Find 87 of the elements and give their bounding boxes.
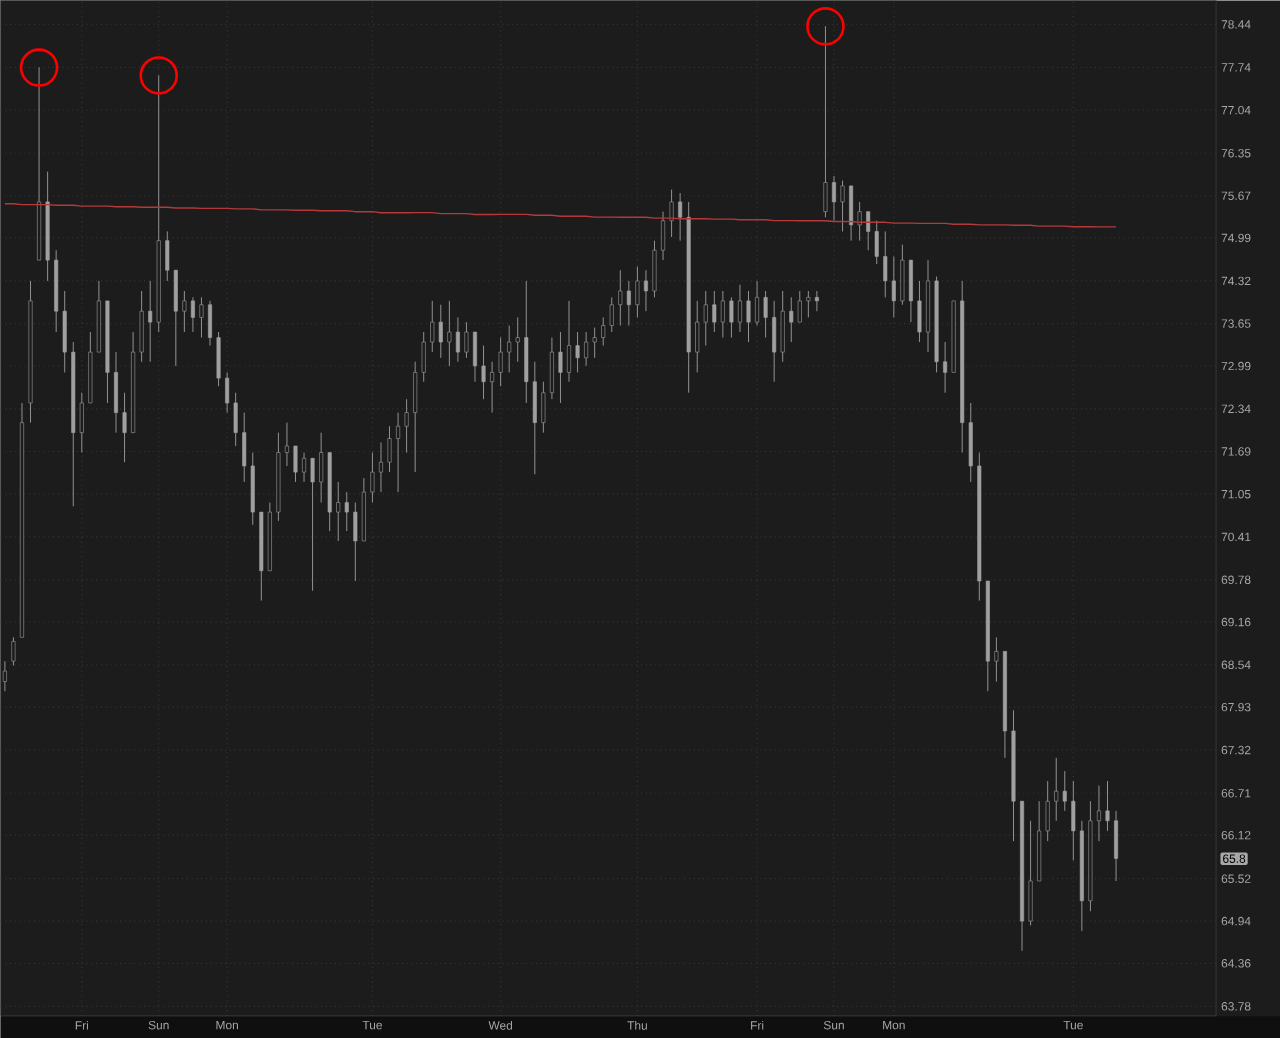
candlestick (507, 325, 512, 373)
candlestick (430, 300, 435, 353)
candlestick (575, 331, 580, 373)
candlestick (695, 300, 700, 373)
candlestick (669, 189, 674, 238)
candlestick (284, 422, 289, 467)
candlestick (1114, 810, 1119, 882)
candlestick (567, 300, 572, 383)
candlestick (891, 255, 896, 318)
candlestick (515, 316, 520, 363)
candlestick (814, 290, 819, 312)
candlestick (113, 351, 118, 434)
candlestick (310, 457, 315, 592)
candlestick (438, 304, 443, 359)
candlestick (233, 392, 238, 447)
candlestick (182, 290, 187, 333)
candlestick (1054, 757, 1059, 822)
candlestick (806, 290, 811, 318)
candlestick (370, 452, 375, 503)
candlestick (780, 290, 785, 363)
candlestick (908, 259, 913, 323)
candlestick (789, 296, 794, 343)
candlestick (1062, 770, 1067, 812)
candlestick (302, 452, 307, 483)
candlestick (1045, 780, 1050, 842)
candlestick (746, 290, 751, 343)
candlestick (11, 636, 16, 667)
candlestick (584, 331, 589, 367)
candlestick (122, 392, 127, 463)
candlestick (592, 327, 597, 359)
candlestick (216, 331, 221, 387)
candlestick (344, 491, 349, 532)
candlestick (1105, 780, 1110, 832)
candlestick (387, 425, 392, 473)
candlestick (1071, 780, 1076, 861)
candlestick (772, 300, 777, 383)
candlestick (208, 300, 213, 346)
candlestick (618, 269, 623, 326)
candlestick (609, 296, 614, 333)
candlestick (490, 361, 495, 413)
candlestick (917, 280, 922, 343)
candlestick (319, 432, 324, 503)
candlestick (1096, 784, 1101, 842)
candlestick (678, 192, 683, 242)
candlestick (558, 331, 563, 404)
candlestick (455, 316, 460, 363)
candlestick (823, 25, 828, 218)
candlestick (472, 331, 477, 383)
candlestick (661, 211, 666, 261)
candlestick (797, 290, 802, 323)
candlestick (225, 371, 230, 413)
candlestick (293, 445, 298, 483)
candlestick (498, 337, 503, 387)
candlestick (541, 381, 546, 434)
candlestick (900, 244, 905, 306)
candlestick (729, 296, 734, 338)
candlestick (481, 345, 486, 400)
candlestick (190, 296, 195, 333)
candlestick (866, 211, 871, 251)
candlestick (626, 280, 631, 326)
candlestick (464, 321, 469, 359)
candlestick (883, 230, 888, 298)
candlestick (635, 265, 640, 318)
candlestick (404, 398, 409, 453)
candlestick (943, 341, 948, 394)
candlestick (849, 185, 854, 242)
candlestick (712, 290, 717, 333)
candlestick (755, 280, 760, 326)
candlestick (737, 284, 742, 333)
candlestick (652, 240, 657, 298)
candlestick (994, 636, 999, 682)
candlestick (336, 481, 341, 542)
candlestick (396, 412, 401, 493)
candlestick (831, 175, 836, 222)
candlestick (199, 296, 204, 338)
candlestick (1028, 820, 1033, 926)
candlestick (703, 290, 708, 346)
candlestick (857, 201, 862, 242)
candlestick (720, 290, 725, 338)
candlestick (840, 180, 845, 232)
candlestick (447, 300, 452, 367)
candlestick (549, 337, 554, 400)
candlestick (139, 290, 144, 363)
candlestick (643, 269, 648, 312)
candlestick (378, 441, 383, 493)
candlestick (353, 502, 358, 582)
candlestick (763, 290, 768, 338)
